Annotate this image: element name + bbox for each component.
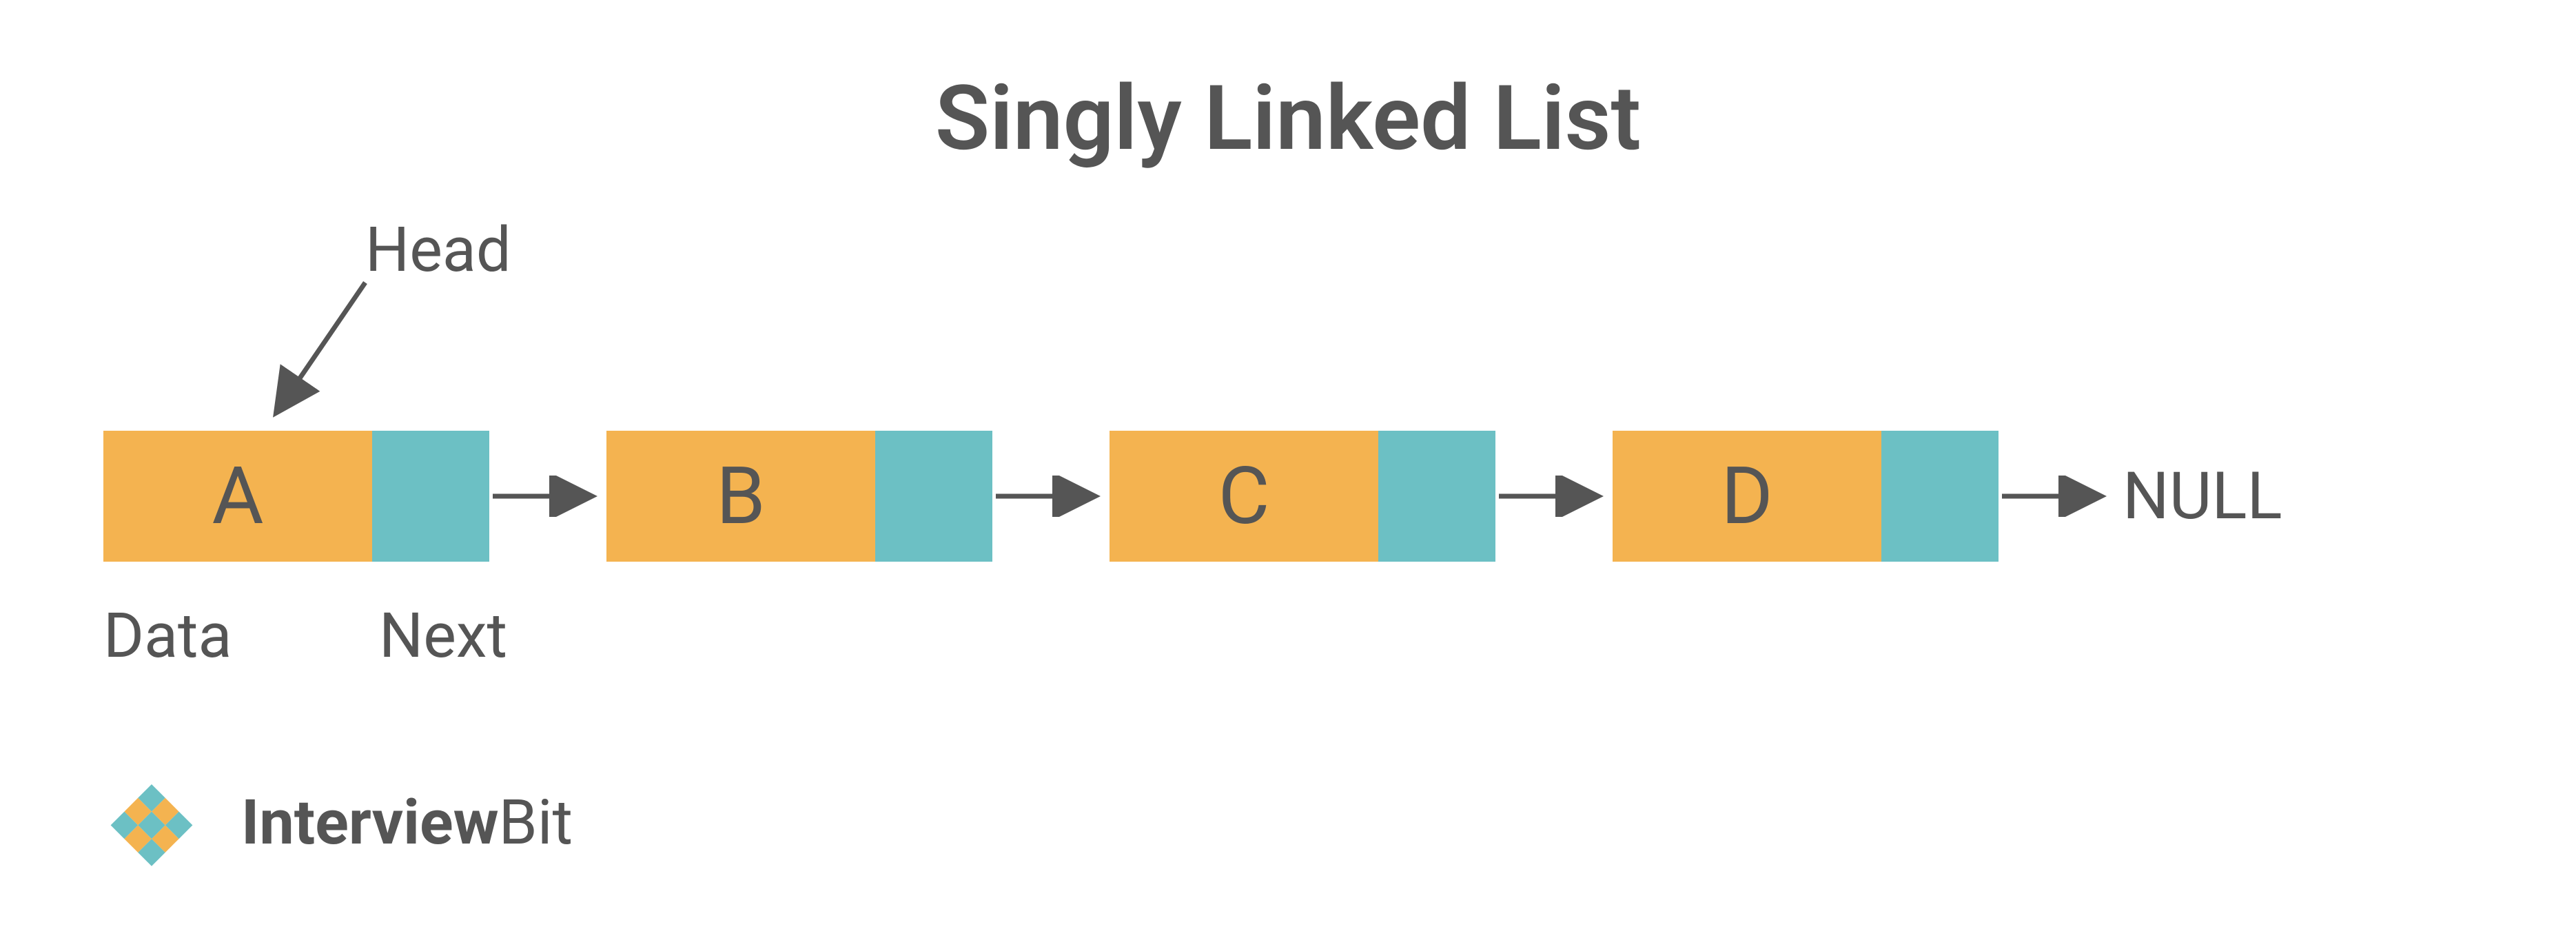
next-arrow-icon	[1999, 476, 2116, 517]
list-node: D	[1613, 431, 1999, 562]
null-label: NULL	[2123, 458, 2282, 535]
list-node: C	[1110, 431, 1495, 562]
node-next-cell	[372, 431, 489, 562]
list-node: B	[606, 431, 992, 562]
head-arrow-icon	[255, 276, 379, 427]
node-next-cell	[875, 431, 992, 562]
node-data-cell: C	[1110, 431, 1378, 562]
next-arrow-icon	[1495, 476, 1613, 517]
logo-text: InterviewBit	[241, 786, 573, 859]
list-node: A	[103, 431, 489, 562]
logo-icon	[83, 777, 221, 867]
node-data-cell: D	[1613, 431, 1881, 562]
head-label: Head	[365, 214, 511, 286]
node-data-cell: A	[103, 431, 372, 562]
node-next-cell	[1881, 431, 1999, 562]
next-arrow-icon	[489, 476, 606, 517]
node-data-cell: B	[606, 431, 875, 562]
linked-list-diagram: A B C D NULL	[103, 431, 2282, 562]
next-arrow-icon	[992, 476, 1110, 517]
next-caption: Next	[379, 600, 507, 672]
data-caption: Data	[103, 600, 232, 672]
brand-logo: InterviewBit	[83, 777, 573, 867]
page-title: Singly Linked List	[935, 65, 1641, 171]
node-next-cell	[1378, 431, 1495, 562]
